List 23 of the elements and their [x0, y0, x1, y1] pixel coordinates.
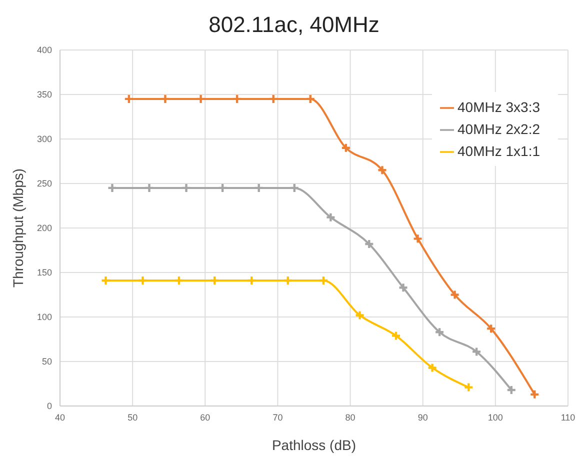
y-axis-title: Throughput (Mbps) [10, 168, 26, 288]
x-tick-label: 80 [345, 412, 356, 422]
x-tick-label: 90 [418, 412, 428, 422]
y-tick-label: 250 [36, 178, 52, 189]
y-tick-label: 50 [42, 356, 52, 367]
legend-label: 40MHz 2x2:2 [458, 121, 540, 137]
y-tick-label: 400 [36, 45, 52, 56]
x-tick-label: 40 [54, 412, 66, 422]
x-axis-title: Pathloss (dB) [272, 437, 356, 453]
y-tick-label: 300 [36, 134, 52, 144]
x-tick-label: 110 [560, 412, 576, 422]
x-tick-label: 60 [200, 412, 210, 422]
chart-title: 802.11ac, 40MHz [208, 11, 380, 39]
x-tick-label: 70 [272, 412, 283, 422]
x-tick-label: 100 [488, 412, 503, 422]
legend-label: 40MHz 1x1:1 [458, 143, 540, 159]
y-tick-label: 0 [46, 401, 52, 412]
legend-label: 40MHz 3x3:3 [458, 99, 540, 115]
x-tick-label: 50 [128, 412, 138, 422]
y-tick-label: 100 [36, 312, 52, 322]
y-tick-label: 150 [36, 268, 52, 278]
y-tick-label: 350 [36, 90, 52, 100]
y-tick-label: 200 [36, 223, 52, 234]
